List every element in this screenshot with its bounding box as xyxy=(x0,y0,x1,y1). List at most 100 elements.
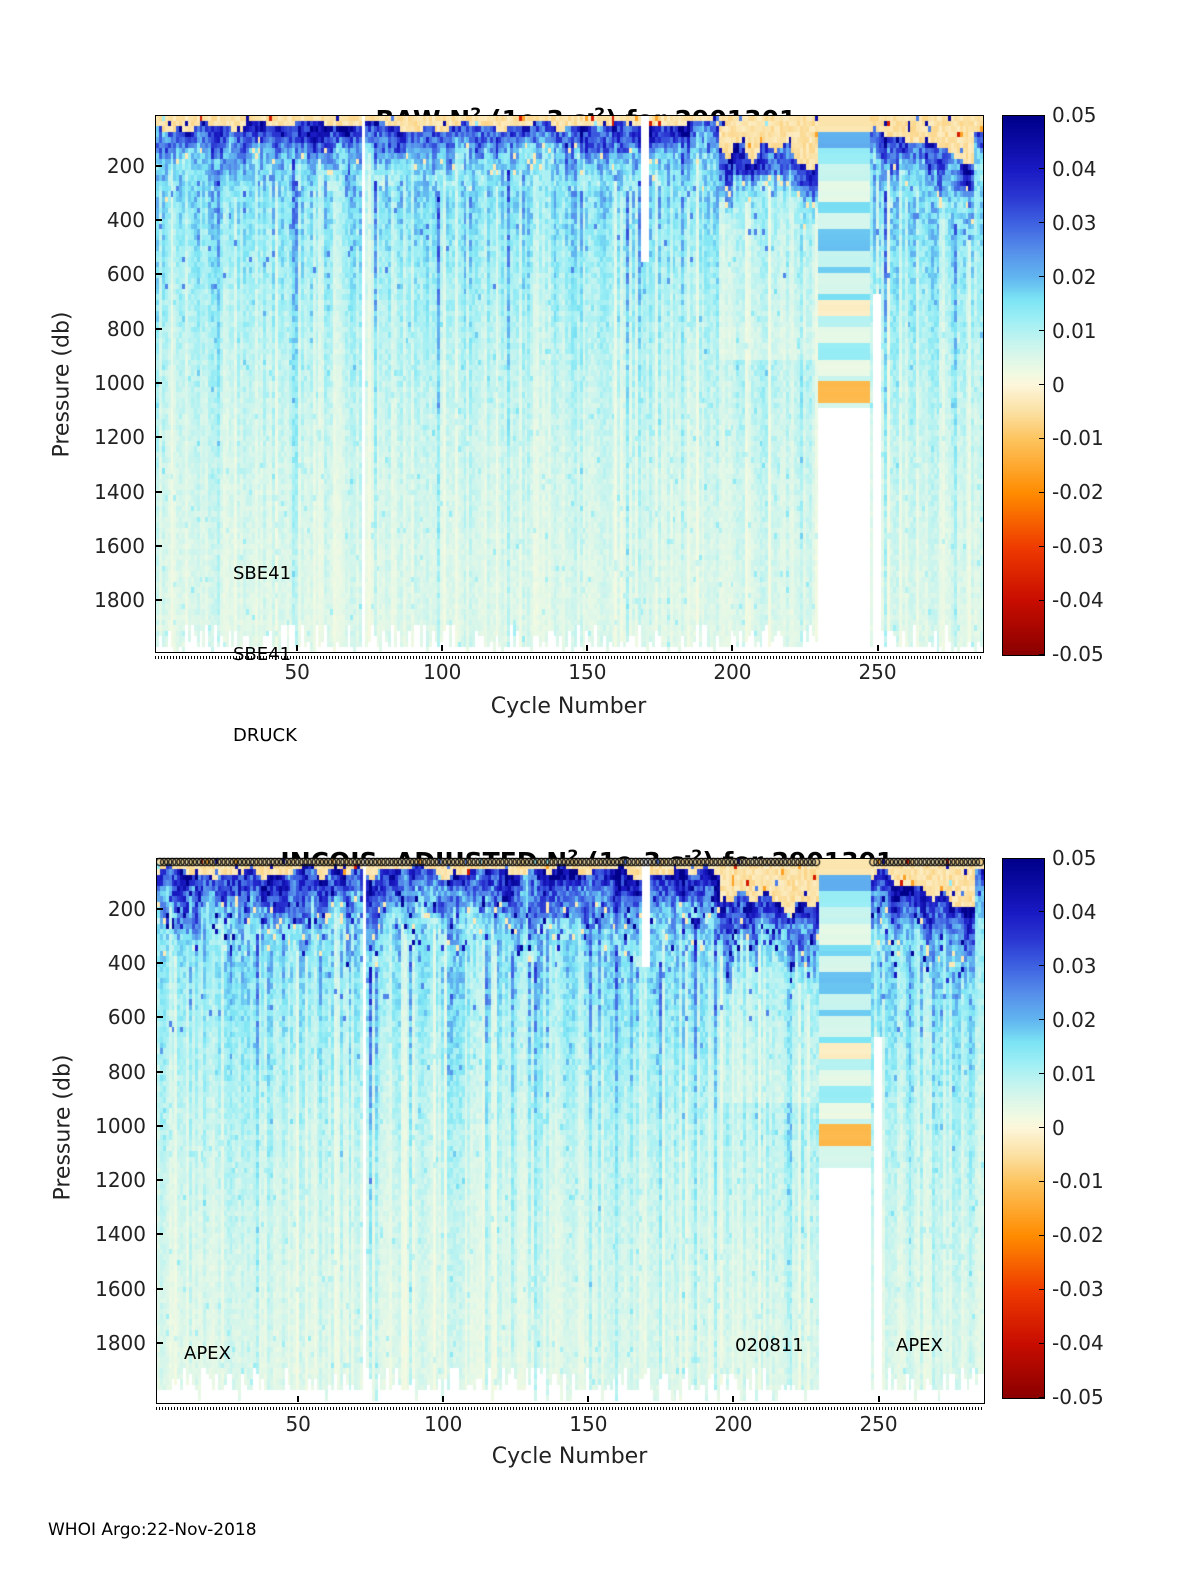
y-tick-mark xyxy=(157,907,163,910)
colorbar-tick-mark xyxy=(1039,911,1044,913)
colorbar-tick-label: -0.01 xyxy=(1052,426,1104,451)
colorbar-tick-label: -0.02 xyxy=(1052,1223,1104,1248)
y-tick-mark xyxy=(157,1233,163,1236)
y-tick-mark xyxy=(157,962,163,965)
colorbar-tick-mark xyxy=(1039,1127,1044,1128)
y-tick-label: 1000 xyxy=(94,371,145,395)
colorbar-tick-mark xyxy=(1039,1342,1044,1344)
colorbar-tick-label: -0.05 xyxy=(1052,1385,1104,1409)
colorbar-tick-mark xyxy=(1039,1073,1044,1075)
colorbar-tick-mark xyxy=(1039,857,1044,859)
colorbar-tick-mark xyxy=(1039,491,1044,493)
x-tick-label: 150 xyxy=(568,660,607,684)
y-tick-label: 800 xyxy=(107,1059,146,1084)
x-tick-label: 50 xyxy=(284,660,310,684)
x-tick-label: 100 xyxy=(424,1412,463,1436)
panel1-x-axis-label: Cycle Number xyxy=(490,694,647,719)
colorbar-tick-mark xyxy=(1039,384,1044,385)
x-tick-mark xyxy=(877,1396,880,1402)
panel1-x-minor-ticks xyxy=(155,656,983,659)
colorbar-tick-label: 0.04 xyxy=(1052,156,1097,181)
colorbar-tick-mark xyxy=(1039,1396,1044,1398)
y-tick-mark xyxy=(156,436,162,439)
panel2-x-axis-label: Cycle Number xyxy=(491,1444,648,1469)
colorbar-tick-label: 0.05 xyxy=(1052,103,1097,127)
panel2-y-axis-label: Pressure (db) xyxy=(50,1054,76,1201)
x-tick-mark xyxy=(731,645,734,651)
colorbar-tick-mark xyxy=(1039,653,1044,655)
x-tick-label: 150 xyxy=(569,1412,608,1436)
x-tick-mark xyxy=(587,1396,590,1402)
y-tick-mark xyxy=(157,1341,163,1344)
x-tick-label: 50 xyxy=(285,1412,311,1436)
y-tick-label: 800 xyxy=(106,316,145,341)
panel1-colorbar xyxy=(1002,115,1045,656)
y-tick-label: 200 xyxy=(106,153,145,178)
colorbar-tick-mark xyxy=(1039,965,1044,967)
y-tick-mark xyxy=(156,544,162,547)
y-tick-mark xyxy=(157,1179,163,1182)
y-tick-label: 200 xyxy=(107,896,146,921)
colorbar-tick-label: 0.04 xyxy=(1052,899,1097,924)
panel2-plot-area xyxy=(156,856,985,1404)
y-tick-label: 400 xyxy=(107,951,146,976)
panel1-anno-line2: SBE41 xyxy=(233,644,292,665)
y-tick-label: 1600 xyxy=(95,1276,146,1301)
colorbar-tick-label: -0.03 xyxy=(1052,1277,1104,1302)
panel2-colorbar xyxy=(1002,858,1045,1399)
y-tick-mark xyxy=(157,1124,163,1127)
y-tick-label: 1800 xyxy=(94,588,145,612)
colorbar-tick-label: -0.05 xyxy=(1052,642,1104,666)
colorbar-tick-mark xyxy=(1039,545,1044,547)
x-tick-mark xyxy=(296,645,299,651)
x-tick-label: 200 xyxy=(714,1412,753,1436)
colorbar-tick-label: -0.04 xyxy=(1052,588,1104,613)
adjusted-n2-heatmap xyxy=(157,859,984,1403)
panel1-sensor-annotation: SBE41 SBE41 DRUCK xyxy=(233,506,297,803)
x-tick-label: 250 xyxy=(859,1412,898,1436)
panel1-anno-line3: DRUCK xyxy=(233,725,297,746)
credit-text: WHOI Argo:22-Nov-2018 xyxy=(48,1520,257,1540)
y-tick-label: 1400 xyxy=(94,479,145,504)
y-tick-label: 600 xyxy=(107,1005,146,1030)
colorbar-tick-mark xyxy=(1039,168,1044,170)
panel1-y-axis-label: Pressure (db) xyxy=(49,311,75,458)
panel1-colorbar-gradient xyxy=(1003,116,1044,655)
panel1-title-sup-2: 2 xyxy=(470,104,482,124)
colorbar-tick-label: 0.03 xyxy=(1052,953,1097,978)
panel1-plot-area xyxy=(155,115,984,653)
y-tick-label: 1000 xyxy=(95,1113,146,1138)
colorbar-tick-mark xyxy=(1039,1019,1044,1021)
x-tick-mark xyxy=(732,1396,735,1402)
colorbar-tick-label: 0.02 xyxy=(1052,1007,1097,1032)
y-tick-mark xyxy=(156,490,162,493)
colorbar-tick-label: -0.02 xyxy=(1052,480,1104,505)
y-tick-mark xyxy=(157,1070,163,1073)
y-tick-label: 600 xyxy=(106,262,145,287)
colorbar-tick-label: -0.04 xyxy=(1052,1331,1104,1356)
colorbar-tick-label: 0.01 xyxy=(1052,318,1097,343)
y-tick-label: 1400 xyxy=(95,1222,146,1247)
colorbar-tick-mark xyxy=(1039,599,1044,601)
y-tick-mark xyxy=(156,382,162,384)
panel2-title-sup-2: 2 xyxy=(567,846,578,865)
colorbar-tick-mark xyxy=(1039,114,1044,116)
colorbar-tick-label: 0.02 xyxy=(1052,264,1097,289)
colorbar-tick-mark xyxy=(1039,222,1044,224)
y-tick-mark xyxy=(157,1016,163,1019)
colorbar-tick-mark xyxy=(1039,437,1044,439)
y-tick-mark xyxy=(156,599,162,601)
y-tick-label: 1200 xyxy=(94,425,145,450)
y-tick-mark xyxy=(156,273,162,276)
y-tick-label: 1600 xyxy=(94,533,145,558)
raw-n2-heatmap xyxy=(156,116,983,652)
y-tick-mark xyxy=(156,164,162,167)
y-tick-mark xyxy=(157,1287,163,1290)
colorbar-tick-mark xyxy=(1039,330,1044,332)
colorbar-tick-label: 0.01 xyxy=(1052,1061,1097,1086)
x-tick-label: 100 xyxy=(423,660,462,684)
colorbar-tick-mark xyxy=(1039,1288,1044,1290)
panel1-anno-line1: SBE41 xyxy=(233,563,292,584)
x-tick-label: 250 xyxy=(858,660,897,684)
